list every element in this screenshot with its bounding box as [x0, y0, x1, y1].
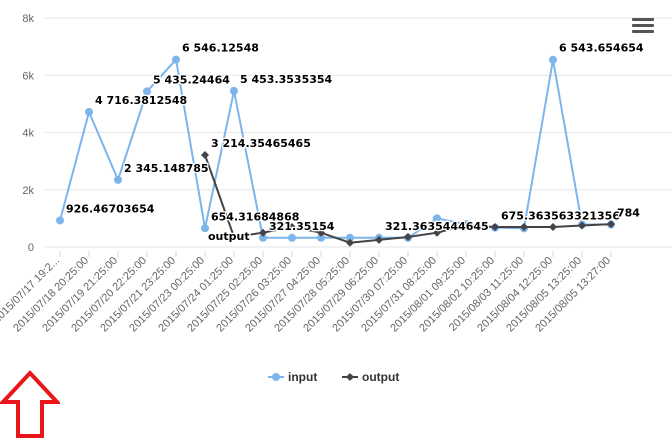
y-tick-label: 2k: [22, 185, 34, 197]
data-point-output[interactable]: [433, 228, 441, 237]
data-label: 3 214.35465465: [211, 137, 311, 150]
data-point-input[interactable]: [143, 87, 151, 96]
legend-item-output[interactable]: output: [342, 370, 399, 384]
y-axis-ticks: 0 2k 4k 6k 8k: [22, 13, 34, 254]
y-tick-label: 0: [28, 242, 34, 254]
data-point-output[interactable]: [578, 221, 586, 230]
data-label: 321.35154: [269, 220, 335, 233]
data-point-input[interactable]: [85, 107, 93, 116]
series-group: [56, 55, 615, 247]
series-annotation: output: [208, 230, 250, 243]
data-point-output[interactable]: [404, 232, 412, 241]
data-point-input[interactable]: [259, 233, 267, 242]
data-point-output[interactable]: [491, 222, 499, 231]
gridlines: [45, 17, 672, 248]
data-point-output[interactable]: [462, 221, 470, 230]
legend-label: output: [362, 370, 399, 384]
data-point-input[interactable]: [114, 175, 122, 184]
up-arrow-icon[interactable]: [0, 370, 60, 440]
legend-marker: [272, 373, 280, 381]
x-axis-ticks: 2015/07/17 19:2...2015/07/18 20:25:00201…: [0, 251, 613, 334]
y-tick-label: 8k: [22, 13, 34, 25]
data-point-input[interactable]: [201, 224, 209, 233]
data-point-input[interactable]: [56, 216, 64, 225]
data-point-input[interactable]: [288, 233, 296, 242]
data-label: 654.31684868: [211, 210, 299, 223]
data-label: 6 546.12548: [182, 42, 259, 55]
data-point-input[interactable]: [433, 214, 441, 223]
data-label: 321.3635444645: [385, 220, 489, 233]
y-tick-label: 6k: [22, 70, 34, 82]
data-point-output[interactable]: [520, 222, 528, 231]
data-label: 5 435.24464: [153, 73, 230, 86]
data-label: 2 345.148785: [124, 162, 209, 175]
data-point-output[interactable]: [317, 228, 325, 237]
data-point-output[interactable]: [375, 235, 383, 244]
data-point-output[interactable]: [288, 222, 296, 231]
data-point-input[interactable]: [346, 233, 354, 242]
data-label: 675.363563321356: [501, 210, 620, 223]
data-label: 5 453.3535354: [240, 73, 333, 86]
legend[interactable]: input output: [268, 370, 399, 384]
data-label: 926.46703654: [66, 202, 155, 215]
legend-label: input: [288, 370, 317, 384]
data-label: 6 543.654654: [559, 42, 644, 55]
data-labels: 926.46703654 4 716.3812548 2 345.148785 5 4…: [65, 40, 645, 244]
hamburger-menu-icon[interactable]: [632, 18, 654, 36]
data-label: 784: [617, 207, 640, 220]
data-point-input[interactable]: [172, 55, 180, 64]
data-point-output[interactable]: [346, 238, 354, 247]
data-point-output[interactable]: [230, 232, 238, 241]
data-point-input[interactable]: [317, 233, 325, 242]
data-point-input[interactable]: [549, 55, 557, 64]
data-point-output[interactable]: [607, 220, 615, 229]
y-tick-label: 4k: [22, 128, 34, 140]
legend-marker: [346, 373, 354, 381]
data-point-output[interactable]: [549, 222, 557, 231]
legend-item-input[interactable]: input: [268, 370, 317, 384]
data-label: 4 716.3812548: [95, 94, 187, 107]
data-point-output[interactable]: [201, 150, 209, 159]
data-point-input[interactable]: [230, 86, 238, 95]
data-point-output[interactable]: [259, 228, 267, 237]
